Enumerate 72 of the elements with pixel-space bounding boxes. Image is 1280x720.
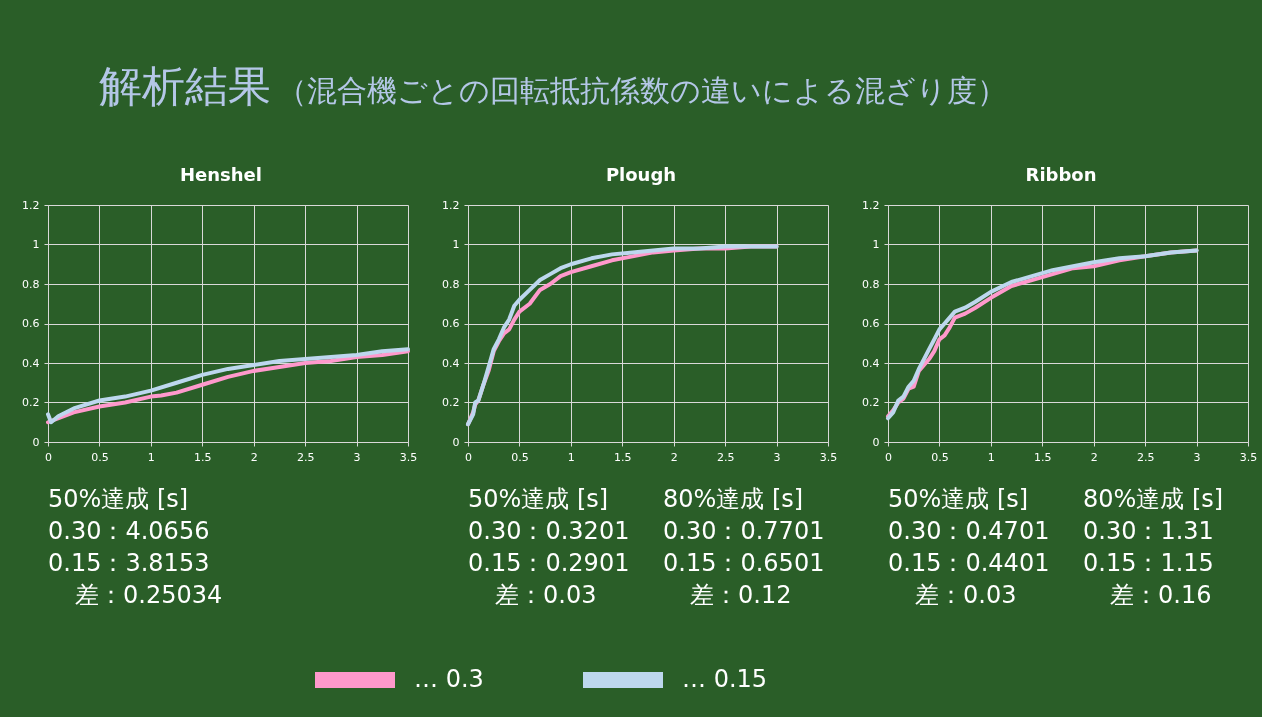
y-tick-label: 1.2 (862, 198, 880, 212)
chart-title: Henshel (180, 164, 262, 185)
y-tick-label: 0.8 (22, 277, 40, 291)
text: 0.15：1.15 (1083, 549, 1214, 577)
x-tick-label: 2.5 (1136, 450, 1155, 464)
x-tick-label: 2.5 (296, 450, 315, 464)
x-tick-label: 2.5 (716, 450, 735, 464)
x-tick-label: 2 (1090, 450, 1098, 464)
chart-title: Ribbon (1025, 164, 1097, 185)
x-tick-label: 0 (885, 450, 892, 464)
text: 50%達成 [s] (468, 485, 609, 513)
y-tick-label: 1.2 (442, 198, 460, 212)
x-tick-label: 1 (567, 450, 575, 464)
x-tick-label: 3.5 (1239, 450, 1258, 464)
text: 80%達成 [s] (1083, 485, 1224, 513)
x-tick-label: 3 (773, 450, 781, 464)
text: 0.15：3.8153 (48, 549, 210, 577)
x-tick-label: 1 (147, 450, 155, 464)
y-tick-label: 0.8 (442, 277, 460, 291)
x-tick-label: 1 (987, 450, 995, 464)
y-tick-label: 0.2 (862, 396, 880, 409)
text: 80%達成 [s] (663, 485, 804, 513)
legend-label: … 0.3 (414, 665, 484, 693)
x-tick-label: 3 (353, 450, 361, 464)
y-tick-label: 1.2 (22, 198, 40, 212)
text: 0.15：0.4401 (888, 549, 1050, 577)
x-tick-label: 3.5 (819, 450, 838, 464)
text: 0.30：0.7701 (663, 517, 825, 545)
x-tick-label: 0.5 (511, 450, 529, 464)
x-tick-label: 0.5 (91, 450, 109, 464)
text: 50%達成 [s] (888, 485, 1029, 513)
x-tick-label: 1.5 (194, 450, 212, 464)
text: 差：0.03 (495, 581, 597, 609)
x-tick-label: 1.5 (1034, 450, 1052, 464)
text: 0.30：0.3201 (468, 517, 630, 545)
y-tick-label: 0.4 (862, 356, 880, 370)
text: 差：0.12 (690, 581, 792, 609)
y-tick-label: 1 (872, 238, 880, 251)
text: 解析結果 (99, 61, 271, 111)
y-tick-label: 1 (32, 238, 40, 251)
text: （混合機ごとの回転抵抗係数の違いによる混ざり度） (277, 73, 1007, 108)
x-tick-label: 0 (45, 450, 52, 464)
x-tick-label: 3.5 (399, 450, 418, 464)
y-tick-label: 0.4 (442, 356, 460, 370)
x-tick-label: 0 (465, 450, 472, 464)
y-tick-label: 0.4 (22, 356, 40, 370)
legend-label: … 0.15 (682, 665, 768, 693)
text: 0.30：1.31 (1083, 517, 1214, 545)
x-tick-label: 1.5 (614, 450, 632, 464)
y-tick-label: 1 (452, 238, 460, 251)
y-tick-label: 0.8 (862, 277, 880, 291)
text: 50%達成 [s] (48, 485, 189, 513)
y-tick-label: 0.6 (22, 317, 40, 330)
y-tick-label: 0.6 (862, 317, 880, 330)
y-tick-label: 0 (452, 435, 460, 449)
x-tick-label: 2 (250, 450, 258, 464)
chart-title: Plough (605, 164, 677, 185)
y-tick-label: 0 (872, 435, 880, 449)
x-tick-label: 0.5 (931, 450, 949, 464)
y-tick-label: 0.2 (442, 396, 460, 409)
x-tick-label: 3 (1193, 450, 1201, 464)
text: 差：0.25034 (75, 581, 223, 609)
y-tick-label: 0 (32, 435, 40, 449)
text: 0.15：0.2901 (468, 549, 630, 577)
x-tick-label: 2 (670, 450, 678, 464)
text: 0.15：0.6501 (663, 549, 825, 577)
y-tick-label: 0.2 (22, 396, 40, 409)
text: 差：0.03 (915, 581, 1017, 609)
text: 差：0.16 (1110, 581, 1212, 609)
y-tick-label: 0.6 (442, 317, 460, 330)
text: 0.30：4.0656 (48, 517, 210, 545)
text: 0.30：0.4701 (888, 517, 1050, 545)
